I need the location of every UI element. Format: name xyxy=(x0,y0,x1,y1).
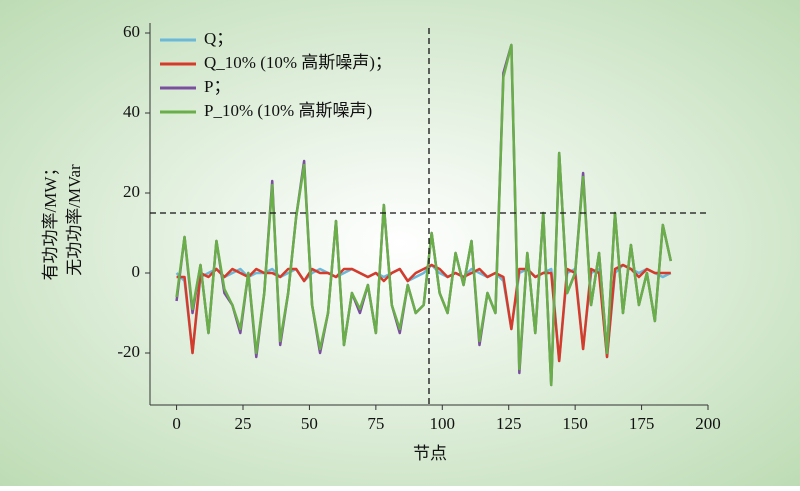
y-tick-label: -20 xyxy=(117,342,140,361)
y-axis-label: 无功功率/MVar xyxy=(65,164,84,276)
x-tick-label: 75 xyxy=(367,414,384,433)
y-tick-label: 20 xyxy=(123,182,140,201)
x-tick-label: 200 xyxy=(695,414,721,433)
x-tick-label: 125 xyxy=(496,414,522,433)
legend-label: P_10% (10% 高斯噪声) xyxy=(204,101,372,120)
legend-label: Q_10% (10% 高斯噪声)； xyxy=(204,53,392,72)
x-axis-label: 节点 xyxy=(413,444,447,463)
x-tick-label: 175 xyxy=(629,414,655,433)
y-axis-label: 有功功率/MW； xyxy=(41,160,60,281)
x-tick-label: 50 xyxy=(301,414,318,433)
series-line xyxy=(175,43,673,387)
y-tick-label: 0 xyxy=(132,262,141,281)
x-tick-label: 100 xyxy=(430,414,456,433)
legend-label: Q； xyxy=(204,29,233,48)
x-tick-label: 150 xyxy=(562,414,588,433)
x-tick-label: 0 xyxy=(172,414,181,433)
y-tick-label: 40 xyxy=(123,102,140,121)
y-tick-label: 60 xyxy=(123,22,140,41)
plot: 0 25 50 75 100 125 150 175 200 -20 0 20 40 60 Q； Q_10% … xyxy=(117,22,720,433)
legend-label: P； xyxy=(204,77,230,96)
x-tick-label: 25 xyxy=(235,414,252,433)
series-line xyxy=(176,263,671,363)
